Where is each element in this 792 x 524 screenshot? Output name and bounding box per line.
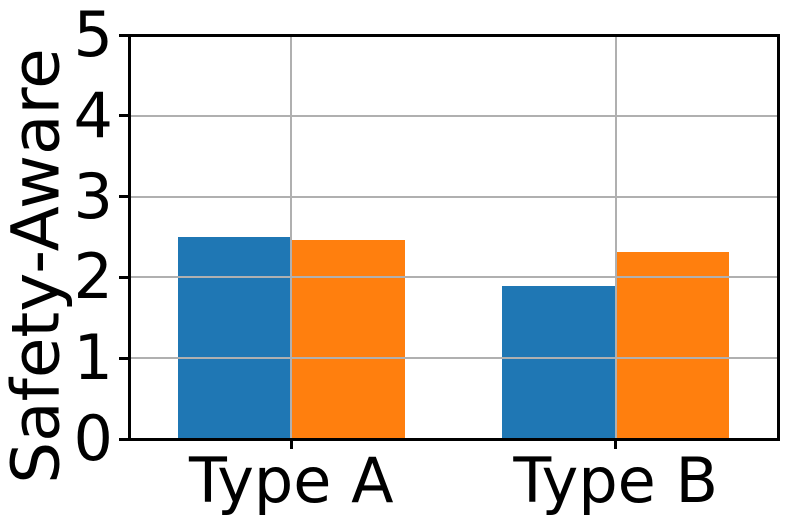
x-tick-type-b bbox=[614, 439, 618, 449]
bar-series-orange-type-b bbox=[615, 252, 730, 439]
gridline-x-type-b bbox=[614, 35, 617, 439]
gridline-x-type-a bbox=[290, 35, 293, 439]
bar-series-blue-type-a bbox=[177, 237, 292, 439]
x-tick-label-type-b: Type B bbox=[513, 444, 719, 517]
gridline-y-4 bbox=[129, 114, 778, 117]
y-tick-4 bbox=[119, 114, 129, 118]
y-tick-label-5: 5 bbox=[73, 0, 113, 71]
gridline-y-2 bbox=[129, 276, 778, 279]
y-tick-0 bbox=[119, 437, 129, 441]
x-tick-type-a bbox=[289, 439, 293, 449]
y-tick-label-0: 0 bbox=[73, 402, 113, 475]
gridline-y-3 bbox=[129, 195, 778, 198]
y-tick-label-3: 3 bbox=[73, 159, 113, 233]
y-tick-2 bbox=[119, 275, 129, 279]
y-tick-5 bbox=[119, 33, 129, 37]
y-tick-3 bbox=[119, 195, 129, 199]
x-tick-label-type-a: Type A bbox=[188, 444, 394, 517]
y-tick-1 bbox=[119, 356, 129, 360]
plot-frame bbox=[127, 33, 780, 441]
y-tick-label-2: 2 bbox=[73, 240, 113, 314]
bar-series-blue-type-b bbox=[502, 286, 616, 439]
y-tick-label-4: 4 bbox=[73, 78, 113, 152]
bar-series-orange-type-a bbox=[291, 240, 405, 439]
gridline-y-1 bbox=[129, 357, 778, 360]
y-tick-label-1: 1 bbox=[73, 321, 113, 395]
